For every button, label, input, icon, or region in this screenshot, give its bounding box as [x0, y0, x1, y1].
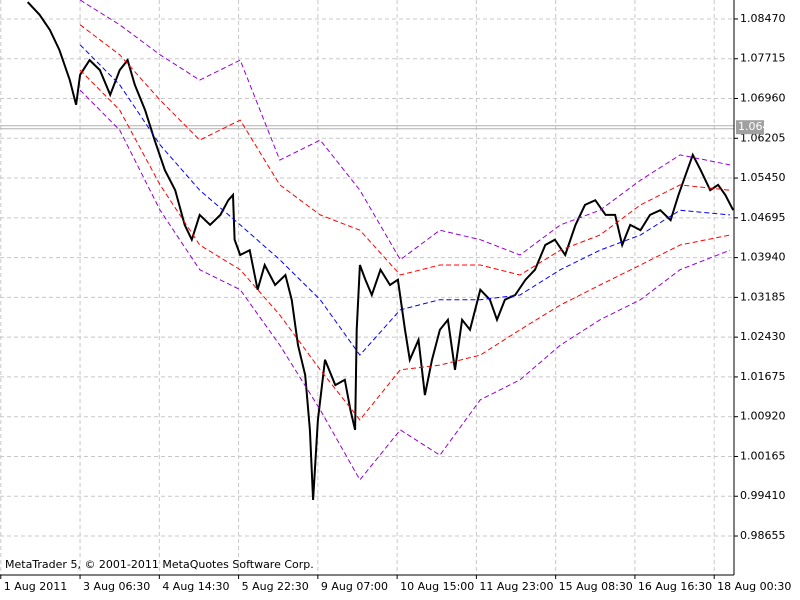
series-line [79, 89, 731, 481]
y-tick-label: 1.01675 [740, 370, 786, 383]
y-tick-label: 1.03940 [740, 251, 786, 264]
y-tick-label: 1.03185 [740, 290, 786, 303]
x-tick-label: 18 Aug 00:30 [717, 580, 791, 593]
y-tick-label: 0.99410 [740, 489, 786, 502]
x-tick-label: 15 Aug 08:30 [559, 580, 633, 593]
x-tick-label: 11 Aug 23:00 [479, 580, 553, 593]
footer: MetaTrader 5, © 2001-2011 MetaQuotes Sof… [5, 558, 314, 571]
x-tick-label: 5 Aug 22:30 [242, 580, 309, 593]
series-line [26, 1, 735, 500]
series-line [79, 69, 731, 421]
series-line [79, 24, 731, 276]
y-tick-label: 1.06960 [740, 92, 786, 105]
y-tick-label: 1.06205 [740, 131, 786, 144]
x-tick-label: 4 Aug 14:30 [162, 580, 229, 593]
y-tick-label: 1.02430 [740, 330, 786, 343]
y-tick-label: 1.08470 [740, 12, 786, 25]
y-tick-label: 1.00920 [740, 410, 786, 423]
series-line [79, 0, 731, 261]
x-tick-label: 3 Aug 06:30 [83, 580, 150, 593]
x-tick-label: 16 Aug 16:30 [638, 580, 712, 593]
plot-layer: 1.08470 1.07715 1.06960 1.06205 1.05450 1.046… [0, 0, 791, 593]
y-tick-label: 1.04695 [740, 211, 786, 224]
x-tick-label: 10 Aug 15:00 [400, 580, 474, 593]
y-tick-label: 0.98655 [740, 529, 786, 542]
y-tick-label: 1.00165 [740, 449, 786, 462]
current-price-label: 1.06415 [738, 120, 784, 133]
y-tick-label: 1.07715 [740, 52, 786, 65]
x-tick-label: 9 Aug 07:00 [321, 580, 388, 593]
current-price-box [736, 120, 764, 135]
x-tick-label: 1 Aug 2011 [4, 580, 67, 593]
series-line [79, 44, 731, 356]
y-tick-label: 1.05450 [740, 171, 786, 184]
